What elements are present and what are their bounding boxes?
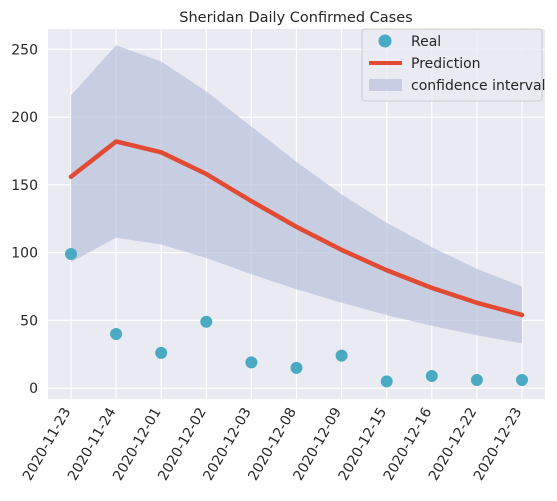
x-axis: 2020-11-232020-11-242020-12-012020-12-02… [20,405,526,484]
x-tick-label-10: 2020-12-23 [471,405,526,483]
legend-label-confidence: confidence interval [411,78,545,94]
real-point-0 [65,248,77,260]
legend: Real Prediction confidence interval [362,29,545,101]
y-tick-label-1: 50 [20,313,38,329]
real-point-5 [291,362,303,374]
real-point-4 [245,356,257,368]
legend-marker-real [379,35,392,48]
y-axis: 0 50 100 150 200 250 [11,42,38,397]
y-tick-label-3: 150 [11,178,38,194]
real-point-9 [471,374,483,386]
y-tick-label-2: 100 [11,246,38,262]
chart-title: Sheridan Daily Confirmed Cases [179,10,412,26]
real-point-2 [155,347,167,359]
real-point-8 [426,370,438,382]
real-point-1 [110,328,122,340]
real-point-3 [200,316,212,328]
real-point-6 [336,350,348,362]
real-point-10 [516,374,528,386]
y-tick-label-4: 200 [11,110,38,126]
y-tick-label-0: 0 [29,381,38,397]
legend-label-real: Real [411,34,441,50]
legend-label-prediction: Prediction [411,56,481,72]
y-tick-label-5: 250 [11,42,38,58]
legend-marker-confidence [369,79,402,91]
real-point-7 [381,375,393,387]
